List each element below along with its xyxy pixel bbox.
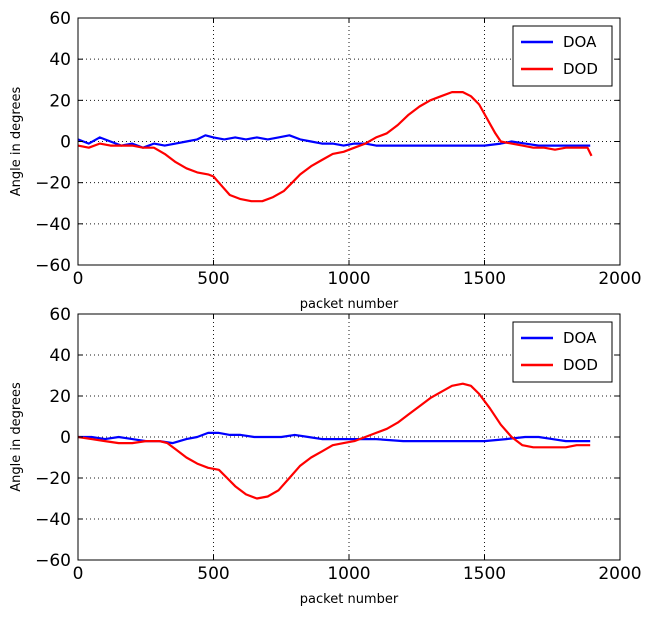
y-tick-label: 20 [49, 387, 71, 407]
legend-label-dod: DOD [563, 60, 598, 78]
x-tick-label: 1000 [327, 564, 370, 584]
legend-box [512, 321, 613, 383]
x-tick-label: 1000 [327, 269, 370, 289]
y-tick-label: −60 [35, 551, 71, 571]
y-tick-label: −40 [35, 215, 71, 235]
legend-box [512, 25, 613, 87]
y-tick-label: −20 [35, 174, 71, 194]
x-tick-label: 2000 [598, 269, 641, 289]
y-axis-label: Angle in degrees [9, 87, 24, 197]
y-tick-label: 60 [49, 9, 71, 29]
legend-label-doa: DOA [563, 329, 597, 347]
x-tick-label: 500 [197, 564, 229, 584]
legend: DOA DOD [512, 321, 613, 383]
series-line-doa [77, 134, 591, 149]
y-tick-label: 40 [49, 50, 71, 70]
chart-panel-2: 0 500 1000 1500 2000 60 40 20 0 −20 −40 −60 packet n… [9, 305, 642, 607]
y-tick-label: −20 [35, 469, 71, 489]
series-line-dod [77, 91, 593, 203]
y-tick-label: −40 [35, 510, 71, 530]
y-tick-label: 0 [60, 428, 71, 448]
y-tick-label: 60 [49, 305, 71, 325]
legend: DOA DOD [512, 25, 613, 87]
y-tick-label: 0 [60, 133, 71, 153]
series-line-dod [77, 382, 591, 500]
y-tick-label: 40 [49, 346, 71, 366]
y-tick-label: 20 [49, 91, 71, 111]
x-axis-label: packet number [300, 297, 399, 312]
x-tick-label: 1500 [463, 564, 506, 584]
legend-label-dod: DOD [563, 356, 598, 374]
x-tick-label: 1500 [463, 269, 506, 289]
x-tick-label: 2000 [598, 564, 641, 584]
x-tick-label: 0 [73, 564, 84, 584]
y-tick-label: −60 [35, 256, 71, 276]
chart-panel-1: 0 500 1000 1500 2000 60 40 20 0 −20 −40 −60 packet n… [9, 9, 642, 312]
legend-label-doa: DOA [563, 33, 597, 51]
x-axis-label: packet number [300, 592, 399, 607]
y-axis-label: Angle in degrees [9, 382, 24, 492]
x-tick-label: 0 [73, 269, 84, 289]
x-tick-label: 500 [197, 269, 229, 289]
